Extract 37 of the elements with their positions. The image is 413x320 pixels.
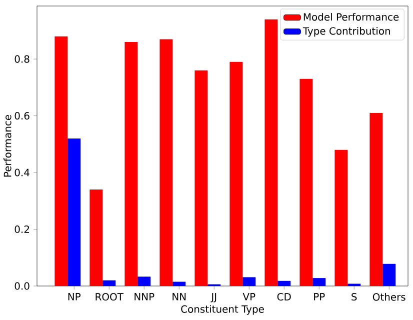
y-axis-title: Performance: [4, 114, 12, 177]
bar: [172, 282, 186, 286]
x-tick-label: Others: [372, 293, 406, 301]
bar: [102, 280, 116, 286]
bar: [138, 276, 151, 286]
bar: [312, 278, 326, 286]
bar: [382, 264, 396, 286]
x-tick-label: VP: [242, 293, 256, 300]
x-tick-label: JJ: [210, 293, 216, 302]
x-tick-label: CD: [277, 293, 291, 301]
bar: [90, 190, 103, 286]
bar: [300, 78, 313, 286]
y-tick-label: 0.8: [14, 55, 30, 63]
x-tick-label: NP: [68, 293, 80, 300]
bar: [242, 277, 256, 286]
x-tick-label: NNP: [134, 293, 154, 300]
x-tick-label: S: [352, 293, 357, 301]
bar: [230, 62, 243, 286]
y-tick-label: 0.6: [14, 112, 30, 120]
bar: [194, 70, 208, 286]
bar: [54, 36, 68, 286]
bar: [278, 280, 291, 286]
x-tick-label: NN: [172, 293, 186, 300]
x-axis-title: Constituent Type: [181, 305, 264, 315]
y-tick-label: 0.4: [14, 168, 30, 176]
y-tick-label: 0.0: [14, 282, 30, 290]
bar: [124, 42, 138, 286]
legend-label: Type Contribution: [302, 27, 390, 37]
bar: [160, 39, 173, 286]
y-tick-label: 0.2: [14, 225, 29, 234]
legend-label: Model Performance: [304, 12, 399, 21]
bar: [334, 150, 348, 286]
x-tick-label: ROOT: [96, 293, 124, 301]
x-tick-label: PP: [314, 293, 325, 300]
bar: [68, 138, 81, 286]
bar: [370, 112, 383, 286]
bar: [264, 19, 278, 286]
